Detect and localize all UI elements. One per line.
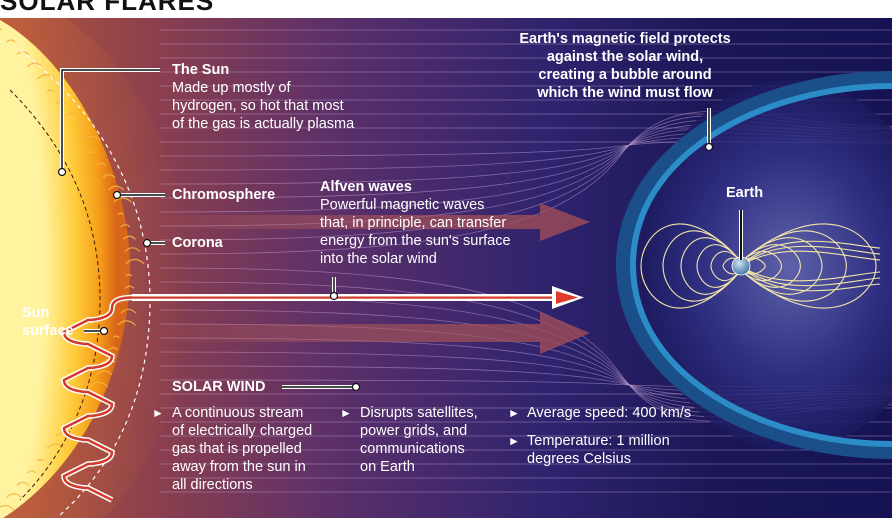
alfven-desc-4: into the solar wind [320, 251, 437, 267]
sun-surface-label-2: surface [22, 323, 74, 339]
solar-wind-heading: SOLAR WIND [172, 379, 266, 395]
wind-col1-4: away from the sun in [172, 459, 306, 475]
alfven-heading: Alfven waves [320, 179, 412, 195]
sun-surface-label-1: Sun [22, 305, 50, 321]
wind-col2-4: on Earth [360, 459, 415, 475]
alfven-desc-3: energy from the sun's surface [320, 233, 511, 249]
wind-col1-3: gas that is propelled [172, 441, 302, 457]
magnetic-field-3: creating a bubble around [538, 67, 712, 83]
magnetosphere [615, 71, 892, 459]
magnetic-field-4: which the wind must flow [537, 85, 713, 101]
sun-desc-3: of the gas is actually plasma [172, 116, 355, 132]
alfven-desc-2: that, in principle, can transfer [320, 215, 507, 231]
wind-col1-1: A continuous stream [172, 405, 304, 421]
wind-col2-2: power grids, and [360, 423, 468, 439]
wind-col2-1: Disrupts satellites, [360, 405, 478, 421]
chromosphere-label: Chromosphere [172, 187, 276, 203]
sun-desc-2: hydrogen, so hot that most [172, 98, 344, 114]
magnetic-field-1: Earth's magnetic field protects [519, 31, 731, 47]
earth-label: Earth [726, 185, 764, 201]
sun-desc-1: Made up mostly of [172, 80, 291, 96]
wind-col1-2: of electrically charged [172, 423, 313, 439]
wind-speed: Average speed: 400 km/s [527, 405, 692, 421]
wind-temperature-1: Temperature: 1 million [527, 433, 670, 449]
energy-arrow-lower [150, 312, 590, 354]
page-title: SOLAR FLARES [0, 0, 215, 16]
bullet-icon-2: ► [340, 406, 352, 420]
magnetic-field-2: against the solar wind, [546, 49, 704, 65]
alfven-desc-1: Powerful magnetic waves [320, 197, 485, 213]
wind-col2-3: communications [360, 441, 465, 457]
sun-heading: The Sun [172, 62, 230, 78]
bullet-icon-4: ► [508, 434, 520, 448]
wind-col1-5: all directions [172, 477, 253, 493]
energy-arrow-upper [150, 203, 590, 241]
bullet-icon-3: ► [508, 406, 520, 420]
wind-temperature-2: degrees Celsius [527, 451, 631, 467]
corona-label: Corona [172, 235, 223, 251]
bullet-icon-1: ► [152, 406, 164, 420]
